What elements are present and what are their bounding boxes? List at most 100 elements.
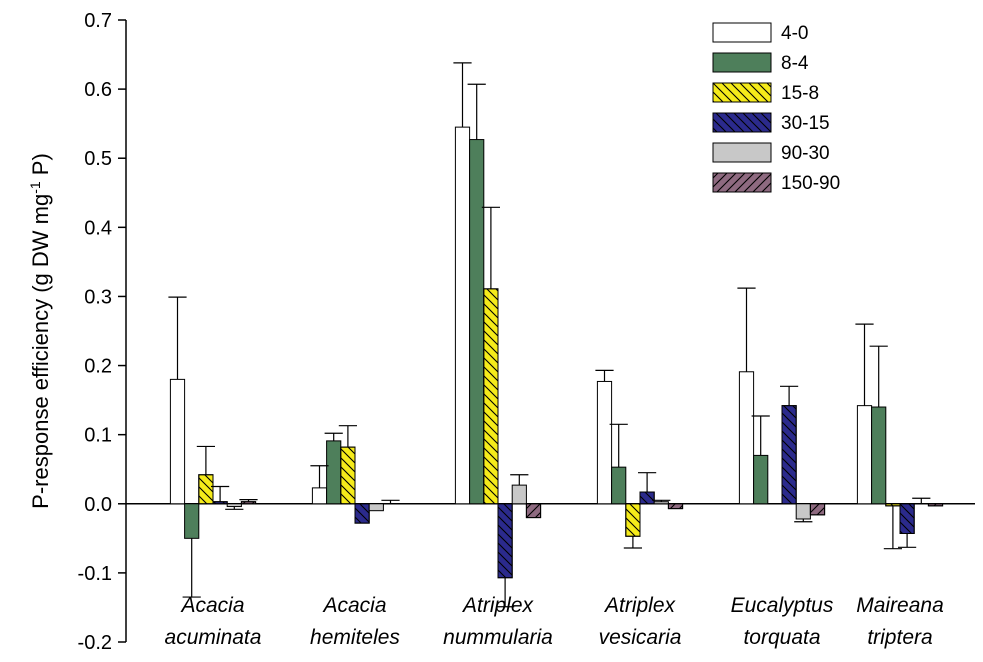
bar-hatch — [885, 503, 901, 507]
bar-8-4-3 — [611, 466, 627, 505]
bar-hatch — [212, 501, 228, 505]
bar-8-4-0 — [184, 503, 200, 539]
bar-90-30-2 — [511, 484, 527, 505]
legend-item-8-4: 8-4 — [712, 52, 809, 74]
error-bars-layer — [168, 62, 931, 608]
bar — [856, 405, 873, 505]
y-axis-title-tail: P) — [28, 153, 53, 181]
category-label: Atriplex — [461, 594, 535, 617]
bar-150-90-5 — [927, 503, 944, 507]
y-tick-label: -0.2 — [78, 632, 112, 654]
bar-4-0-4 — [738, 371, 755, 505]
bar — [795, 503, 811, 520]
bar-hatch — [497, 503, 513, 579]
bar — [738, 371, 755, 505]
bar-hatch — [899, 503, 915, 534]
bar-hatch — [198, 474, 214, 505]
legend-item-30-15: 30-15 — [712, 112, 830, 134]
bar — [469, 139, 485, 505]
y-tick-label: -0.1 — [78, 563, 112, 585]
bar-4-0-1 — [311, 487, 328, 505]
bar-150-90-0 — [240, 501, 257, 505]
legend-label: 15-8 — [781, 83, 819, 104]
bar-8-4-1 — [326, 440, 342, 505]
bar — [871, 406, 887, 505]
bar-90-30-3 — [653, 501, 669, 505]
y-axis-title: P-response efficiency (g DW mg-1 P) — [27, 153, 53, 509]
category-label: acuminata — [165, 626, 262, 649]
bar — [511, 484, 527, 505]
bar-hatch — [809, 503, 826, 516]
labels-layer: -0.2 -0.1 0.0 0.1 0.2 0.3 0.4 0.5 0.6 0.7 P-respon… — [27, 10, 944, 654]
legend-swatch — [712, 52, 772, 73]
bar-90-30-4 — [795, 503, 811, 520]
bar-15-8-5 — [885, 503, 901, 507]
bar-30-15-1 — [354, 503, 370, 524]
bar — [326, 440, 342, 505]
y-tick-label: 0.2 — [84, 356, 112, 378]
bar-hatch — [483, 288, 499, 505]
category-label: nummularia — [443, 626, 553, 649]
bar — [611, 466, 627, 505]
bar-hatch — [340, 446, 356, 505]
bar-4-0-3 — [596, 380, 613, 505]
category-label: Acacia — [179, 594, 244, 617]
category-label: Maireana — [856, 594, 944, 617]
bar-30-15-4 — [781, 405, 797, 505]
y-axis-title-main: P-response efficiency (g DW mg — [28, 194, 53, 509]
bar-90-30-0 — [226, 503, 242, 508]
bars-layer — [169, 126, 944, 579]
bar-4-0-5 — [856, 405, 873, 505]
bar-hatch — [781, 405, 797, 505]
bar-15-8-0 — [198, 474, 214, 505]
legend-item-150-90: 150-90 — [712, 172, 840, 194]
legend-item-4-0: 4-0 — [712, 22, 808, 44]
bar — [653, 501, 669, 505]
bar-hatch — [625, 503, 641, 537]
bar-hatch — [354, 503, 370, 524]
bar-hatch — [667, 503, 684, 510]
bar-150-90-4 — [809, 503, 826, 516]
y-tick-label: 0.5 — [84, 148, 112, 170]
category-label: hemiteles — [310, 626, 400, 649]
bar-90-30-1 — [368, 503, 384, 512]
bar-30-15-3 — [639, 491, 655, 505]
bar-30-15-5 — [899, 503, 915, 534]
legend-label: 8-4 — [781, 53, 809, 74]
bar-4-0-0 — [169, 378, 186, 505]
legend: 4-0 8-4 15-8 30-15 90-30 150-90 — [712, 22, 840, 194]
axes-layer — [118, 19, 975, 643]
y-tick-label: 0.3 — [84, 286, 112, 308]
legend-swatch — [712, 22, 772, 43]
category-label: vesicaria — [599, 626, 682, 649]
bar-150-90-3 — [667, 503, 684, 510]
legend-item-15-8: 15-8 — [712, 82, 819, 104]
bar-hatch — [927, 503, 944, 507]
category-label: Atriplex — [603, 594, 677, 617]
bar-8-4-5 — [871, 406, 887, 505]
legend-label: 30-15 — [781, 113, 830, 134]
bar — [184, 503, 200, 539]
y-tick-label: 0.6 — [84, 79, 112, 101]
bar-hatch — [240, 501, 257, 505]
bar-30-15-0 — [212, 501, 228, 505]
y-axis-title-superscript: -1 — [27, 181, 43, 194]
category-label: triptera — [867, 626, 932, 649]
y-tick-label: 0.7 — [84, 10, 112, 32]
bar-hatch — [639, 491, 655, 505]
legend-label: 90-30 — [781, 143, 830, 164]
category-label: Eucalyptus — [731, 594, 834, 617]
legend-item-90-30: 90-30 — [712, 142, 830, 164]
legend-label: 4-0 — [781, 23, 808, 44]
bar — [169, 378, 186, 505]
legend-swatch-hatch — [712, 172, 772, 193]
y-tick-label: 0.1 — [84, 425, 112, 447]
bar — [596, 380, 613, 505]
y-tick-label: 0.0 — [84, 494, 112, 516]
bar-15-8-1 — [340, 446, 356, 505]
bar-150-90-2 — [525, 503, 542, 519]
bar — [368, 503, 384, 512]
bar-15-8-2 — [483, 288, 499, 505]
